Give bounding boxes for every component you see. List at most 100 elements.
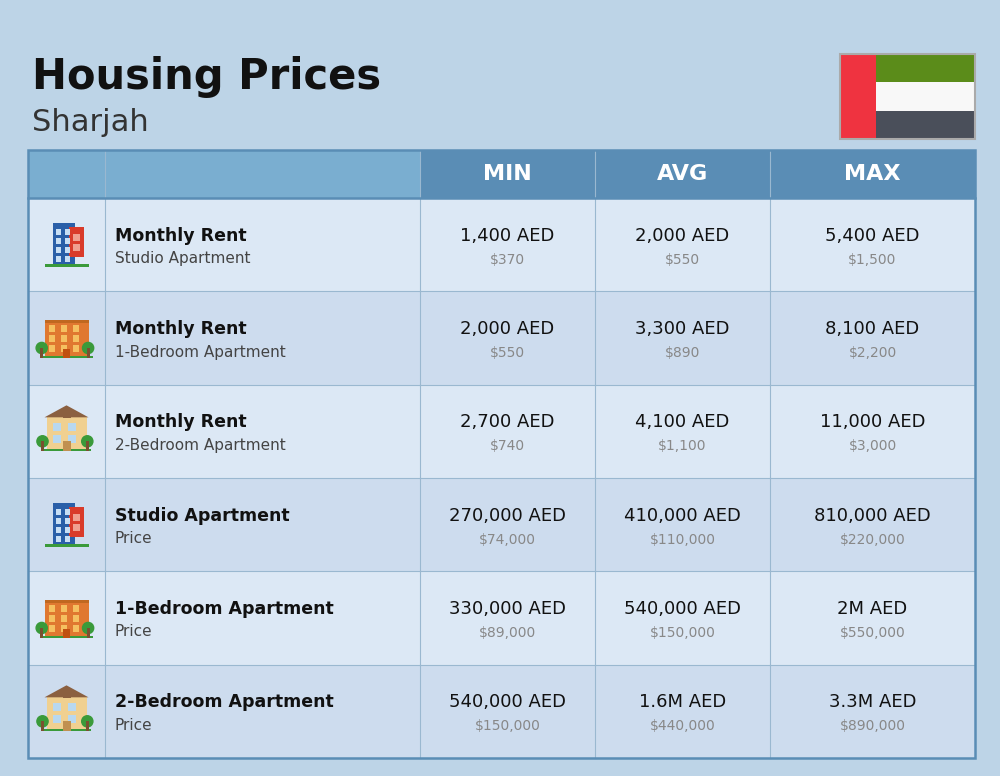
Text: 410,000 AED: 410,000 AED	[624, 507, 741, 525]
FancyBboxPatch shape	[60, 325, 67, 332]
FancyBboxPatch shape	[48, 325, 55, 332]
FancyBboxPatch shape	[41, 442, 44, 452]
FancyBboxPatch shape	[40, 355, 92, 358]
FancyBboxPatch shape	[72, 244, 80, 251]
FancyBboxPatch shape	[876, 111, 975, 139]
FancyBboxPatch shape	[86, 722, 89, 731]
FancyBboxPatch shape	[44, 264, 88, 267]
FancyBboxPatch shape	[876, 54, 975, 82]
Text: $74,000: $74,000	[479, 532, 536, 546]
FancyBboxPatch shape	[44, 320, 88, 323]
Circle shape	[37, 715, 48, 727]
FancyBboxPatch shape	[72, 325, 79, 332]
Text: Housing Prices: Housing Prices	[32, 56, 381, 98]
Text: Price: Price	[115, 718, 153, 733]
FancyBboxPatch shape	[40, 348, 43, 358]
FancyBboxPatch shape	[64, 518, 70, 525]
FancyBboxPatch shape	[87, 348, 90, 358]
FancyBboxPatch shape	[56, 256, 61, 262]
FancyBboxPatch shape	[64, 510, 70, 515]
Polygon shape	[44, 405, 88, 417]
Text: 11,000 AED: 11,000 AED	[820, 414, 925, 431]
FancyBboxPatch shape	[56, 527, 61, 533]
FancyBboxPatch shape	[87, 628, 90, 638]
FancyBboxPatch shape	[42, 449, 91, 452]
FancyBboxPatch shape	[48, 334, 55, 342]
Text: $890,000: $890,000	[840, 719, 906, 733]
FancyBboxPatch shape	[72, 514, 80, 521]
FancyBboxPatch shape	[52, 435, 60, 443]
FancyBboxPatch shape	[28, 150, 420, 198]
Text: $2,200: $2,200	[848, 346, 897, 360]
Circle shape	[82, 622, 94, 633]
Text: 2,000 AED: 2,000 AED	[460, 320, 555, 338]
FancyBboxPatch shape	[46, 417, 87, 452]
FancyBboxPatch shape	[72, 525, 80, 531]
Circle shape	[82, 436, 93, 447]
FancyBboxPatch shape	[52, 223, 74, 267]
Text: $740: $740	[490, 439, 525, 453]
FancyBboxPatch shape	[770, 150, 975, 198]
FancyBboxPatch shape	[64, 527, 70, 533]
Text: $3,000: $3,000	[848, 439, 897, 453]
FancyBboxPatch shape	[86, 442, 89, 452]
Text: 810,000 AED: 810,000 AED	[814, 507, 931, 525]
FancyBboxPatch shape	[56, 518, 61, 525]
FancyBboxPatch shape	[52, 703, 60, 712]
FancyBboxPatch shape	[52, 715, 60, 723]
Text: Price: Price	[115, 625, 153, 639]
Text: 1.6M AED: 1.6M AED	[639, 693, 726, 712]
Text: 4,100 AED: 4,100 AED	[635, 414, 730, 431]
Text: 1-Bedroom Apartment: 1-Bedroom Apartment	[115, 600, 334, 618]
FancyBboxPatch shape	[60, 625, 67, 632]
FancyBboxPatch shape	[48, 605, 55, 612]
Text: 2-Bedroom Apartment: 2-Bedroom Apartment	[115, 438, 286, 453]
FancyBboxPatch shape	[28, 571, 975, 665]
Text: $110,000: $110,000	[650, 532, 716, 546]
FancyBboxPatch shape	[68, 424, 76, 431]
Text: $440,000: $440,000	[650, 719, 715, 733]
FancyBboxPatch shape	[40, 628, 43, 638]
Text: $550,000: $550,000	[840, 626, 905, 640]
FancyBboxPatch shape	[72, 605, 79, 612]
Circle shape	[82, 342, 94, 354]
Polygon shape	[44, 685, 88, 698]
Text: Monthly Rent: Monthly Rent	[115, 320, 247, 338]
Text: Price: Price	[115, 531, 153, 546]
Text: 330,000 AED: 330,000 AED	[449, 600, 566, 618]
FancyBboxPatch shape	[28, 478, 975, 571]
FancyBboxPatch shape	[28, 665, 975, 758]
FancyBboxPatch shape	[64, 256, 70, 262]
FancyBboxPatch shape	[62, 442, 70, 452]
FancyBboxPatch shape	[60, 345, 67, 352]
FancyBboxPatch shape	[595, 150, 770, 198]
FancyBboxPatch shape	[64, 536, 70, 542]
FancyBboxPatch shape	[42, 729, 91, 731]
Circle shape	[82, 715, 93, 727]
FancyBboxPatch shape	[56, 247, 61, 253]
Text: 540,000 AED: 540,000 AED	[449, 693, 566, 712]
FancyBboxPatch shape	[60, 334, 67, 342]
FancyBboxPatch shape	[72, 234, 80, 241]
FancyBboxPatch shape	[63, 349, 70, 358]
Text: 2M AED: 2M AED	[837, 600, 908, 618]
FancyBboxPatch shape	[63, 629, 70, 638]
FancyBboxPatch shape	[28, 198, 975, 291]
Circle shape	[37, 436, 48, 447]
Circle shape	[36, 622, 47, 633]
Text: 2-Bedroom Apartment: 2-Bedroom Apartment	[115, 693, 334, 712]
FancyBboxPatch shape	[56, 510, 61, 515]
FancyBboxPatch shape	[64, 247, 70, 253]
Text: Monthly Rent: Monthly Rent	[115, 227, 247, 244]
FancyBboxPatch shape	[72, 625, 79, 632]
Text: $89,000: $89,000	[479, 626, 536, 640]
FancyBboxPatch shape	[48, 625, 55, 632]
FancyBboxPatch shape	[48, 615, 55, 622]
Text: $370: $370	[490, 253, 525, 267]
Text: $550: $550	[490, 346, 525, 360]
Text: $1,100: $1,100	[658, 439, 707, 453]
FancyBboxPatch shape	[44, 544, 88, 546]
FancyBboxPatch shape	[60, 605, 67, 612]
FancyBboxPatch shape	[60, 615, 67, 622]
FancyBboxPatch shape	[876, 82, 975, 111]
